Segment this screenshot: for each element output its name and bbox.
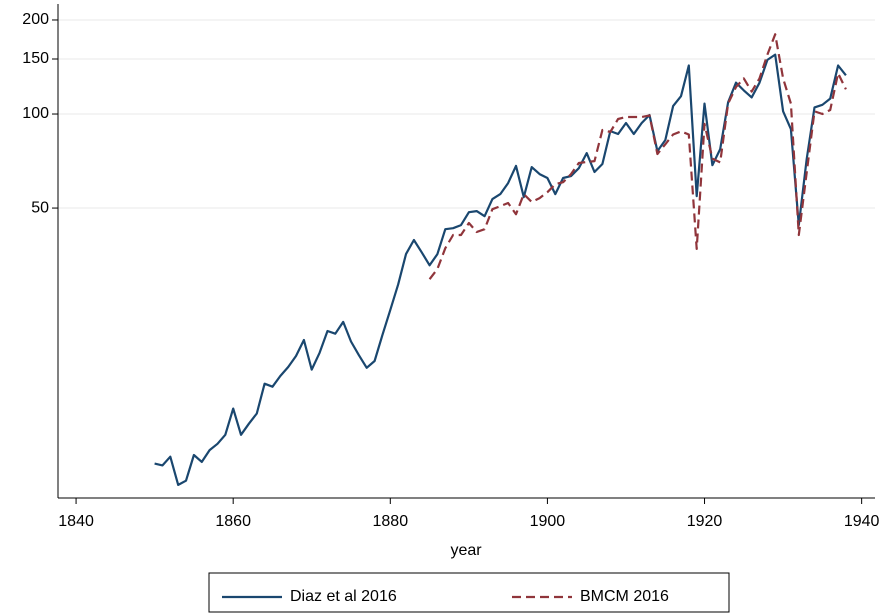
x-axis-label: year [450,542,482,559]
x-tick-label: 1920 [687,513,723,530]
y-tick-label: 200 [22,11,49,28]
x-tick-label: 1900 [530,513,566,530]
y-tick-label: 100 [22,105,49,122]
legend-box [208,572,730,613]
y-tick-label: 150 [22,50,49,67]
legend-label: BMCM 2016 [580,588,669,605]
x-tick-label: 1940 [844,513,880,530]
x-tick-label: 1880 [373,513,409,530]
x-tick-label: 1840 [58,513,94,530]
legend-label: Diaz et al 2016 [290,588,397,605]
series-line [428,33,847,280]
x-tick-label: 1860 [215,513,251,530]
y-tick-label: 50 [31,199,49,216]
